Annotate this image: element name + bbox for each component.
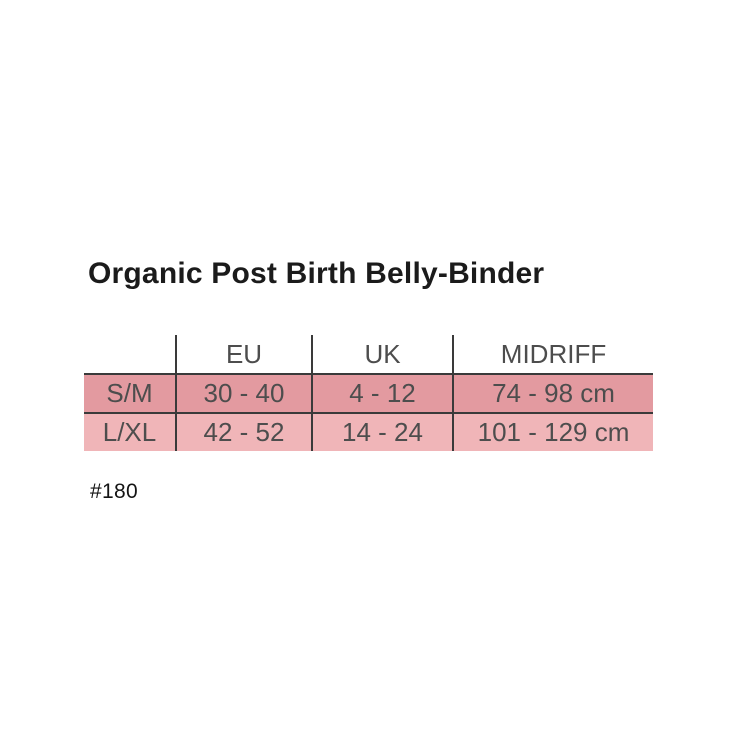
header-cell-uk: UK xyxy=(312,335,454,375)
header-cell-eu: EU xyxy=(176,335,313,375)
page-title: Organic Post Birth Belly-Binder xyxy=(88,257,545,290)
product-code: #180 xyxy=(90,480,138,503)
table-row-lxl: L/XL 42 - 52 14 - 24 101 - 129 cm xyxy=(84,413,653,451)
size-table-header-row: EU UK MIDRIFF xyxy=(84,335,653,375)
size-table: EU UK MIDRIFF S/M 30 - 40 4 - 12 74 - 98… xyxy=(84,335,653,451)
cell-lxl-eu: 42 - 52 xyxy=(176,413,313,451)
header-cell-midriff: MIDRIFF xyxy=(453,335,653,375)
cell-sm-size: S/M xyxy=(84,374,177,414)
cell-lxl-size: L/XL xyxy=(84,413,177,451)
header-cell-size xyxy=(84,335,177,375)
cell-lxl-midriff: 101 - 129 cm xyxy=(453,413,653,451)
cell-sm-uk: 4 - 12 xyxy=(312,374,454,414)
cell-sm-eu: 30 - 40 xyxy=(176,374,313,414)
table-row-sm: S/M 30 - 40 4 - 12 74 - 98 cm xyxy=(84,374,653,414)
cell-sm-midriff: 74 - 98 cm xyxy=(453,374,653,414)
cell-lxl-uk: 14 - 24 xyxy=(312,413,454,451)
